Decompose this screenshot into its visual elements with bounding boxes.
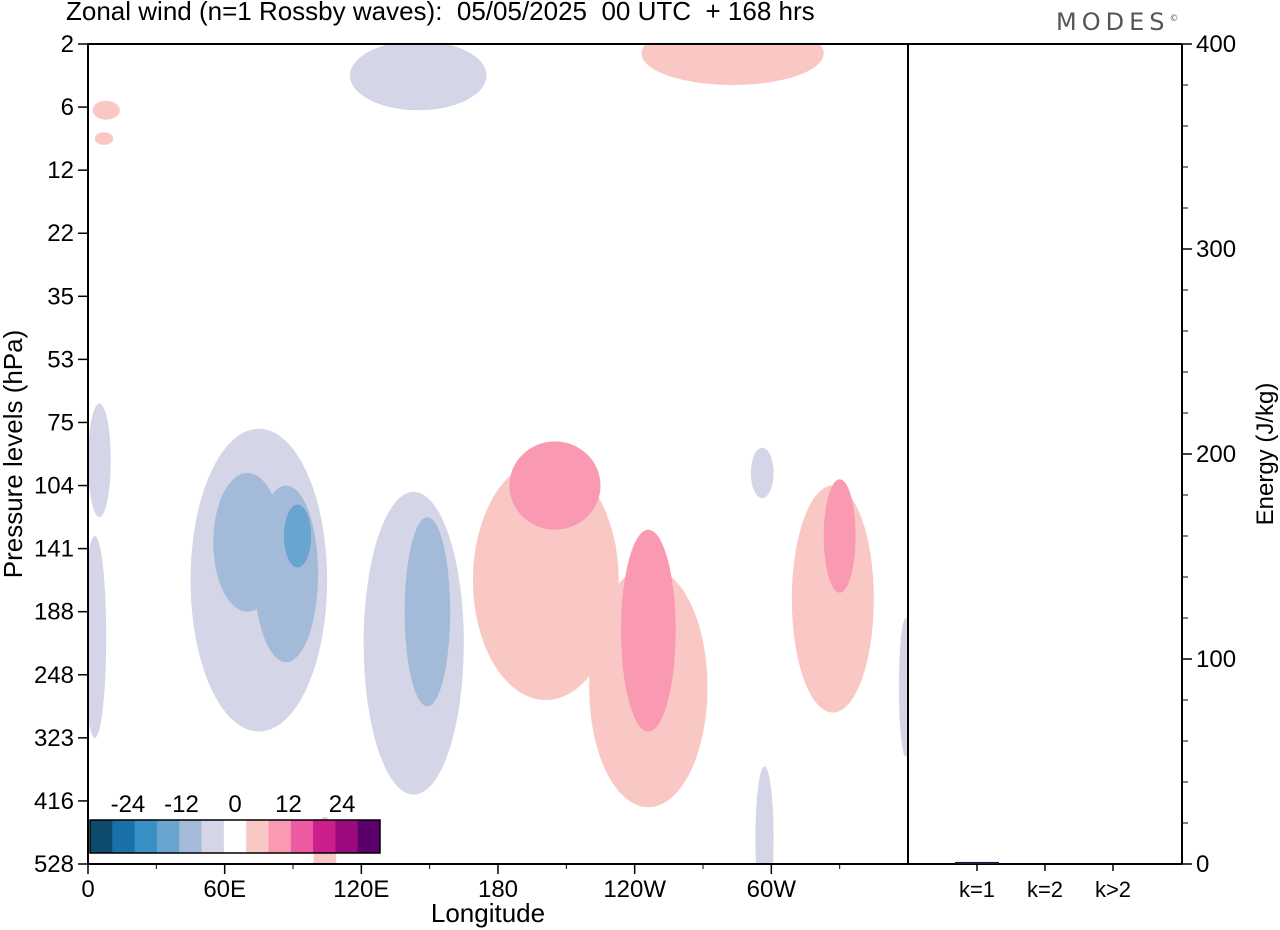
y-tick-label: 528 xyxy=(34,851,74,878)
energy-y-tick-label: 0 xyxy=(1196,851,1209,878)
y-tick-label: 248 xyxy=(34,662,74,689)
energy-panel: 0 100 200 300 400 k=1 k=2 k>2 Energy (J/kg) xyxy=(908,31,1279,902)
colorbar-label: -24 xyxy=(111,791,146,818)
colorbar-swatch xyxy=(90,820,113,853)
colorbar: -24 -12 0 12 24 xyxy=(89,791,381,854)
colorbar-label: -12 xyxy=(164,791,199,818)
axes: 0 60E 120E 180 120W 60W 2 6 12 22 35 53 75 104 141 188 2… xyxy=(0,31,909,928)
colorbar-swatch xyxy=(179,820,202,853)
colorbar-label: 24 xyxy=(329,791,356,818)
contour-region-16 xyxy=(254,485,319,663)
y-axis-label: Pressure levels (hPa) xyxy=(0,330,28,579)
contour-region-2 xyxy=(92,100,120,120)
y-tick-label: 12 xyxy=(47,157,74,184)
energy-axis-label: Energy (J/kg) xyxy=(1252,383,1279,526)
y-tick-label: 188 xyxy=(34,599,74,626)
colorbar-swatch xyxy=(290,820,314,853)
energy-x-tick-label: k=2 xyxy=(1027,877,1063,902)
y-tick-label: 323 xyxy=(34,725,74,752)
energy-y-tick-label: 400 xyxy=(1196,31,1236,58)
energy-bar-k=1 xyxy=(955,861,999,864)
x-tick-label: 180 xyxy=(478,876,518,903)
colorbar-swatch xyxy=(201,820,225,853)
contour-field xyxy=(88,44,908,864)
y-tick-label: 6 xyxy=(61,94,74,121)
x-tick-label: 60W xyxy=(747,876,797,903)
contour-region-11 xyxy=(755,766,774,864)
colorbar-swatch xyxy=(156,820,180,853)
x-axis-label: Longitude xyxy=(431,898,545,928)
colorbar-swatch xyxy=(112,820,136,853)
contour-region-0 xyxy=(349,44,487,111)
colorbar-frame xyxy=(89,819,381,854)
energy-y-tick-label: 300 xyxy=(1196,236,1236,263)
colorbar-swatch xyxy=(357,820,381,853)
y-tick-label: 2 xyxy=(61,31,74,58)
y-tick-label: 104 xyxy=(34,473,74,500)
brand-logo: MODES© xyxy=(1056,8,1179,36)
energy-y-tick-label: 200 xyxy=(1196,441,1236,468)
colorbar-swatch xyxy=(223,820,247,853)
y-tick-label: 22 xyxy=(47,220,74,247)
x-tick-label: 60E xyxy=(203,876,246,903)
chart-title: Zonal wind (n=1 Rossby waves): 05/05/202… xyxy=(66,0,815,26)
contour-region-20 xyxy=(823,479,856,593)
colorbar-label: 12 xyxy=(275,791,302,818)
y-tick-label: 35 xyxy=(47,283,74,310)
energy-y-tick-label: 100 xyxy=(1196,646,1236,673)
contour-region-17 xyxy=(404,517,451,707)
colorbar-swatch xyxy=(268,820,292,853)
contour-region-18 xyxy=(509,441,601,530)
contour-region-21 xyxy=(283,504,312,568)
contour-region-14 xyxy=(898,618,908,757)
colorbar-swatch xyxy=(134,820,158,853)
y-tick-label: 141 xyxy=(34,536,74,563)
x-tick-label: 120W xyxy=(603,876,666,903)
contour-region-3 xyxy=(94,132,114,145)
plot-frame xyxy=(87,43,909,865)
contour-region-19 xyxy=(621,529,676,732)
x-tick-label: 120E xyxy=(333,876,389,903)
y-tick-label: 53 xyxy=(47,346,74,373)
colorbar-label: 0 xyxy=(228,791,241,818)
energy-x-tick-label: k>2 xyxy=(1095,877,1131,902)
colorbar-swatch xyxy=(313,820,336,853)
colorbar-swatch xyxy=(335,820,359,853)
contour-region-10 xyxy=(750,447,774,499)
contour-region-5 xyxy=(88,536,107,738)
y-tick-label: 416 xyxy=(34,788,74,815)
energy-x-tick-label: k=1 xyxy=(959,877,995,902)
colorbar-swatch xyxy=(246,820,269,853)
contour-region-1 xyxy=(641,44,824,85)
contour-region-4 xyxy=(88,403,111,518)
y-tick-label: 75 xyxy=(47,409,74,436)
x-tick-label: 0 xyxy=(81,876,94,903)
